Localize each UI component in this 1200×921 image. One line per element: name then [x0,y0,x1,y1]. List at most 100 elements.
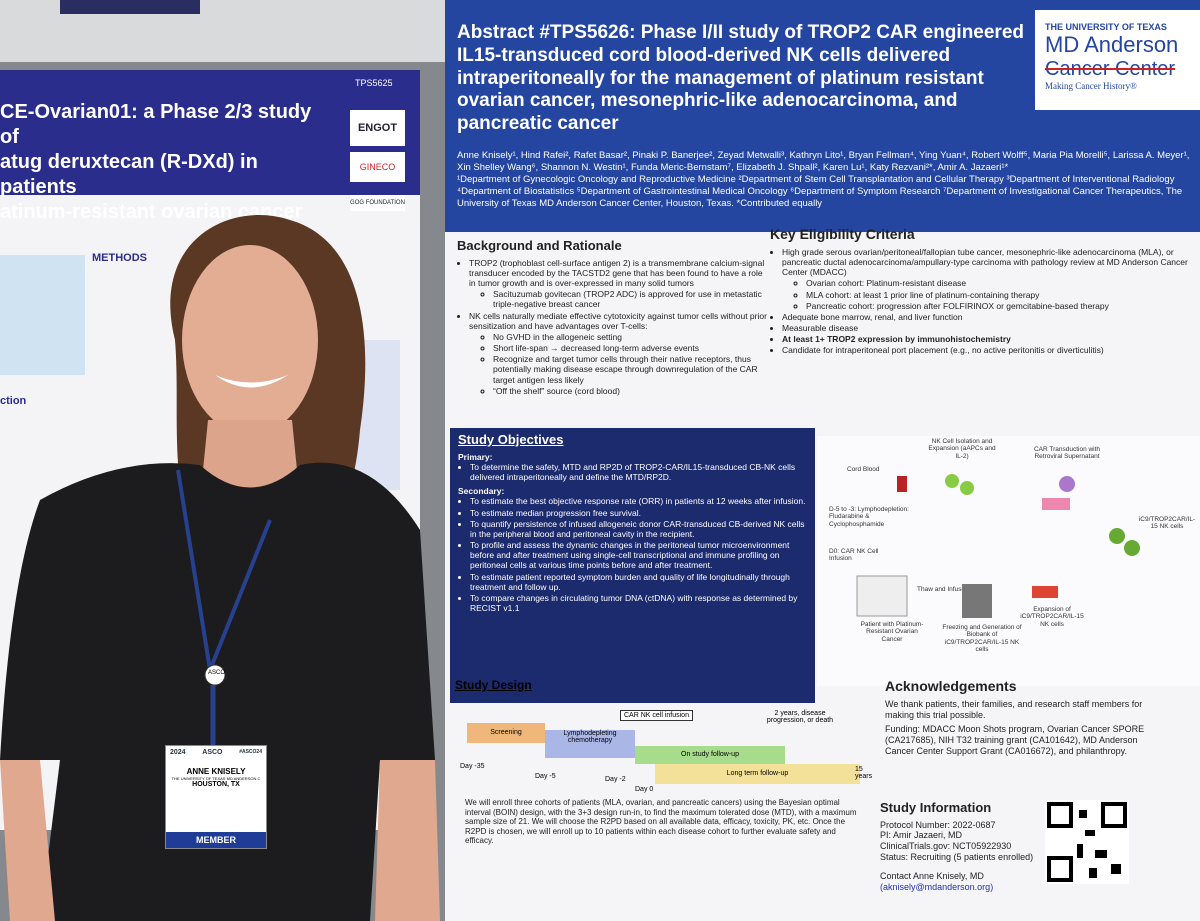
diagram-label: Patient with Platinum-Resistant Ovarian … [860,621,924,643]
bullet: To estimate patient reported symptom bur… [470,572,807,592]
arm [0,760,55,921]
authors-block: Anne Knisely¹, Hind Rafei², Rafet Basar²… [457,150,1192,209]
badge-year: 2024 [170,749,186,756]
affiliations: ¹Department of Gynecologic Oncology and … [457,173,1183,209]
badge: 2024 ASCO #ASCO24 ANNE KNISELY THE UNIVE… [165,745,267,849]
bullet: Ovarian cohort: Platinum-resistant disea… [806,278,1190,288]
section-heading: METHODS [92,252,147,264]
icon [897,476,907,492]
badge-type: MEMBER [166,832,266,848]
smile [215,375,288,388]
background-section: Background and Rationale TROP2 (trophobl… [457,238,767,397]
bullet: To quantify persistence of infused allog… [470,519,807,539]
diagram-label: CAR Transduction with Retroviral Superna… [1033,446,1101,461]
bullet: No GVHD in the allogeneic setting [493,332,767,342]
arm [375,760,440,921]
bullet: “Off the shelf” source (cord blood) [493,386,767,396]
day-label: Day -35 [460,763,485,770]
section-heading: Key Eligibility Criteria [770,226,915,242]
person [0,215,440,921]
icon [1032,586,1058,598]
title-line: CE-Ovarian01: a Phase 2/3 study of [0,101,312,148]
right-poster: Abstract #TPS5626: Phase I/II study of T… [445,0,1200,921]
neck [200,420,300,500]
bullet: NK cells naturally mediate effective cyt… [469,311,767,331]
phase-bar: Lymphodepleting chemotherapy [545,730,635,758]
ack-section: Acknowledgements We thank patients, thei… [885,678,1155,757]
phase-bar: Long term follow-up [655,764,860,784]
bullet: To profile and assess the dynamic change… [470,540,807,571]
phase-bar: Screening [467,723,545,743]
bullet: High grade serous ovarian/peritoneal/fal… [782,247,1190,278]
label: Primary: [458,451,493,462]
logo: ENGOT [350,110,405,146]
workflow-diagram: Cord Blood NK Cell Isolation and Expansi… [817,436,1200,686]
badge-name: ANNE KNISELY [186,767,246,776]
bullet: To estimate the best objective response … [470,496,807,506]
badge-hashtag: #ASCO24 [239,749,262,755]
icon [960,481,974,495]
bullet: Short life-span → decreased long-term ad… [493,343,767,353]
design-text: We will enroll three cohorts of patients… [465,798,857,846]
design-section: Study Design CAR NK cell infusion 2 year… [455,678,875,888]
logo-text: Making Cancer History® [1045,81,1137,91]
diagram-label: Thaw and Infuse [917,586,966,593]
dress [0,462,435,921]
icon [1059,476,1075,492]
icon [945,474,959,488]
poster-code: TPS5625 [355,78,393,88]
title-line: atug deruxtecan (R-DXd) in patients [0,151,258,198]
ack-text: We thank patients, their families, and r… [885,698,1143,720]
logo: GINECO [350,152,405,182]
poster-title: Abstract #TPS5626: Phase I/II study of T… [457,22,1024,135]
day-label: Day 0 [635,786,654,793]
callout: 2 years, disease progression, or death [766,710,834,724]
icon [962,584,992,618]
day-label: Day -2 [605,776,626,783]
icon [856,575,908,617]
phase-bar: On study follow-up [635,746,785,764]
bullet: At least 1+ TROP2 expression by immunohi… [782,334,1190,344]
logo-text: THE UNIVERSITY OF TEXAS [1045,22,1167,32]
logo-text: MD Anderson [1045,32,1179,57]
diagram-label: NK Cell Isolation and Expansion (aAPCs a… [928,438,996,460]
bullet: Recognize and target tumor cells through… [493,354,767,385]
study-info: Study Information Protocol Number: 2022-… [880,800,1080,892]
bullet: TROP2 (trophoblast cell-surface antigen … [469,258,767,289]
info-line: PI: Amir Jazaeri, MD [880,830,963,841]
diagram-label: Cord Blood [847,466,880,473]
contact: Contact Anne Knisely, MD [880,870,984,881]
info-line: ClinicalTrials.gov: NCT05922930 [880,841,1012,852]
icon [1124,540,1140,556]
objectives-section: Study Objectives Primary: To determine t… [450,428,815,703]
section-heading: Study Objectives [458,432,564,447]
info-line: Status: Recruiting (5 patients enrolled) [880,851,1034,862]
bullet: MLA cohort: at least 1 prior line of pla… [806,290,1190,300]
qr-code [1045,800,1129,884]
section-heading: Study Design [455,678,532,692]
diagram-label: D0: CAR NK Cell Infusion [829,548,879,563]
logo-box: THE UNIVERSITY OF TEXAS MD Anderson Canc… [1035,10,1200,110]
bullet: Candidate for intraperitoneal port place… [782,345,1190,355]
bullet: To compare changes in circulating tumor … [470,593,807,613]
left-poster-title: CE-Ovarian01: a Phase 2/3 study of atug … [0,100,320,225]
diagram-label: D-5 to -3: Lymphodepletion: Fludarabine … [829,506,909,528]
bullet: Adequate bone marrow, renal, and liver f… [782,312,1190,322]
prior-poster [60,0,200,14]
diagram-label: Freezing and Generation of Biobank of iC… [942,624,1022,654]
bullet: Measurable disease [782,323,1190,333]
authors: Anne Knisely¹, Hind Rafei², Rafet Basar²… [457,150,1190,173]
logo-text: Cancer Center [1045,58,1176,80]
section-heading: Acknowledgements [885,678,1017,694]
bullet: Sacituzumab govitecan (TROP2 ADC) is app… [493,289,767,309]
bullet: To determine the safety, MTD and RP2D of… [470,462,807,482]
section-heading: Study Information [880,800,992,815]
icon [1109,528,1125,544]
title-line: atinum-resistant ovarian cancer [0,201,303,223]
badge-org: THE UNIVERSITY OF TEXAS MD ANDERSON C [171,776,261,781]
logo: GOG FOUNDATION [350,195,405,211]
badge-event: ASCO [202,749,223,756]
eligibility-section: Key Eligibility Criteria High grade sero… [770,226,1190,357]
panel [0,255,85,375]
